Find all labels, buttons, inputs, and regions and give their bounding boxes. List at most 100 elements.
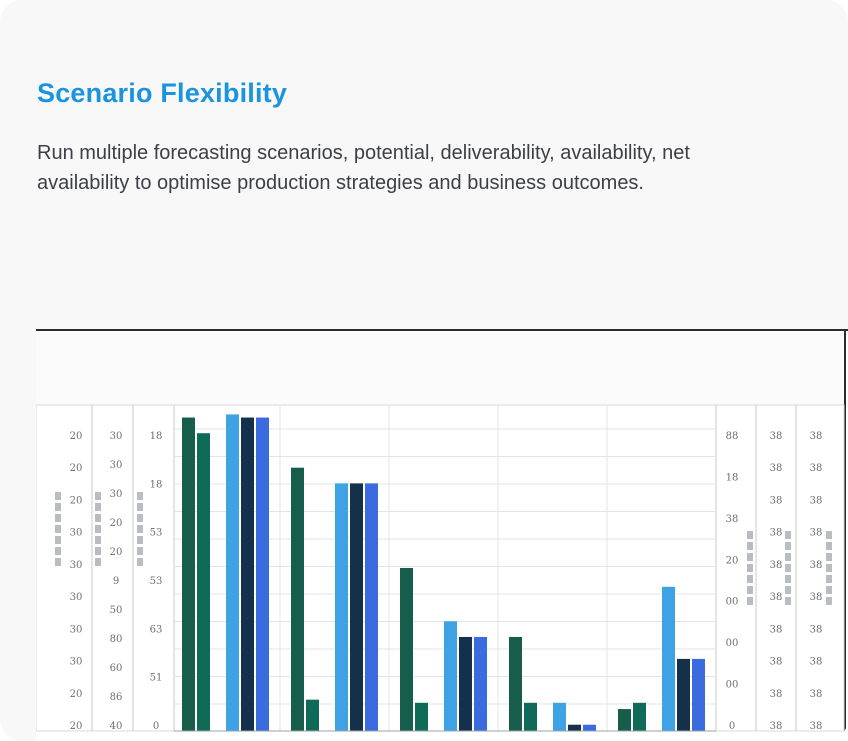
- bar: [400, 568, 413, 731]
- axis-title-glyph: [55, 547, 61, 555]
- axis-title-glyph: [826, 553, 832, 561]
- left-axis-tick-label: 9: [113, 576, 119, 587]
- chart-header-band: [36, 331, 844, 405]
- right-axis-tick-label: 0: [729, 721, 735, 732]
- bar: [509, 636, 522, 731]
- right-axis-tick-label: 00: [726, 680, 739, 691]
- bar: [583, 724, 596, 731]
- bar: [241, 417, 254, 731]
- left-axis-tick-label: 60: [110, 663, 123, 674]
- axis-title-glyph: [95, 503, 101, 511]
- axis-title-glyph: [55, 536, 61, 544]
- axis-title-glyph: [747, 531, 753, 539]
- right-axis-tick-label: 38: [810, 657, 823, 668]
- right-axis-tick-label: 38: [770, 657, 783, 668]
- axis-title-glyph: [747, 575, 753, 583]
- left-axis-tick-label: 30: [110, 489, 123, 500]
- left-axis-tick-label: 53: [150, 528, 163, 539]
- bar: [415, 702, 428, 731]
- bar: [306, 699, 319, 731]
- left-axis-tick-label: 0: [153, 721, 159, 732]
- feature-title: Scenario Flexibility: [37, 78, 288, 108]
- axis-title-glyph: [55, 492, 61, 500]
- bar: [350, 483, 363, 731]
- axis-title-glyph: [137, 514, 143, 522]
- axis-title-glyph: [55, 514, 61, 522]
- axis-title-glyph: [747, 553, 753, 561]
- axis-title-glyph: [826, 586, 832, 594]
- left-axis-tick-label: 20: [70, 721, 83, 732]
- left-axis-tick-label: 80: [110, 634, 123, 645]
- right-axis-tick-label: 38: [770, 463, 783, 474]
- right-axis-tick-label: 38: [770, 624, 783, 635]
- left-axis-tick-label: 30: [70, 528, 83, 539]
- left-axis-tick-label: 18: [150, 431, 163, 442]
- axis-title-glyph: [137, 547, 143, 555]
- rotated-axis-title: [95, 492, 101, 566]
- axis-title-glyph: [137, 536, 143, 544]
- axis-title-glyph: [137, 558, 143, 566]
- axis-title-glyph: [137, 525, 143, 533]
- bar: [459, 636, 472, 731]
- bar: [335, 483, 348, 731]
- left-axis-tick-label: 63: [150, 624, 163, 635]
- bar-chart: 20 20 20 30 30 30 30 30 20 20 30 30 30 20 20 9 50 80 60 86 4…: [36, 404, 845, 732]
- rotated-axis-title: [137, 492, 143, 566]
- right-axis-tick-label: 88: [726, 431, 739, 442]
- bar: [568, 724, 581, 731]
- chart-frame-edge: [844, 331, 846, 741]
- right-axis-tick-label: 00: [726, 638, 739, 649]
- bar: [365, 483, 378, 731]
- left-axis-tick-label: 20: [110, 518, 123, 529]
- bar: [182, 417, 195, 731]
- bar: [692, 658, 705, 731]
- bar: [256, 417, 269, 731]
- axis-title-glyph: [785, 553, 791, 561]
- axis-title-glyph: [785, 597, 791, 605]
- right-axis-tick-label: 38: [770, 689, 783, 700]
- axis-title-glyph: [747, 542, 753, 550]
- axis-title-glyph: [95, 525, 101, 533]
- right-axis-tick-label: 38: [810, 463, 823, 474]
- left-axis-tick-label: 53: [150, 576, 163, 587]
- axis-title-glyph: [826, 542, 832, 550]
- left-axis-tick-label: 20: [70, 495, 83, 506]
- axis-title-glyph: [95, 514, 101, 522]
- right-axis-tick-label: 38: [770, 560, 783, 571]
- left-axis-tick-label: 20: [70, 431, 83, 442]
- bar: [618, 709, 631, 731]
- axis-title-glyph: [95, 547, 101, 555]
- rotated-axis-title: [826, 531, 832, 605]
- right-axis-tick-label: 38: [770, 721, 783, 732]
- left-axis-tick-label: 40: [110, 721, 123, 732]
- axis-title-glyph: [785, 586, 791, 594]
- rotated-axis-title: [747, 531, 753, 605]
- right-axis-tick-label: 38: [770, 528, 783, 539]
- axis-title-glyph: [55, 558, 61, 566]
- left-axis-tick-label: 30: [110, 460, 123, 471]
- bar: [291, 467, 304, 731]
- right-axis-tick-label: 38: [810, 721, 823, 732]
- axis-title-glyph: [55, 503, 61, 511]
- bar: [444, 621, 457, 731]
- bar: [677, 658, 690, 731]
- right-axis-tick-label: 38: [810, 528, 823, 539]
- right-axis-tick-label: 20: [726, 555, 739, 566]
- left-axis-tick-label: 20: [110, 547, 123, 558]
- axis-title-glyph: [785, 542, 791, 550]
- bar: [524, 702, 537, 731]
- axis-title-glyph: [95, 536, 101, 544]
- left-axis-tick-label: 30: [70, 560, 83, 571]
- bar: [633, 702, 646, 731]
- axis-title-glyph: [137, 492, 143, 500]
- axis-title-glyph: [785, 564, 791, 572]
- bar: [553, 702, 566, 731]
- axis-title-glyph: [785, 531, 791, 539]
- rotated-axis-title: [785, 531, 791, 605]
- axis-title-glyph: [747, 586, 753, 594]
- right-axis-tick-label: 38: [770, 431, 783, 442]
- bar: [197, 433, 210, 731]
- left-axis-tick-label: 30: [70, 657, 83, 668]
- right-axis-tick-label: 38: [810, 560, 823, 571]
